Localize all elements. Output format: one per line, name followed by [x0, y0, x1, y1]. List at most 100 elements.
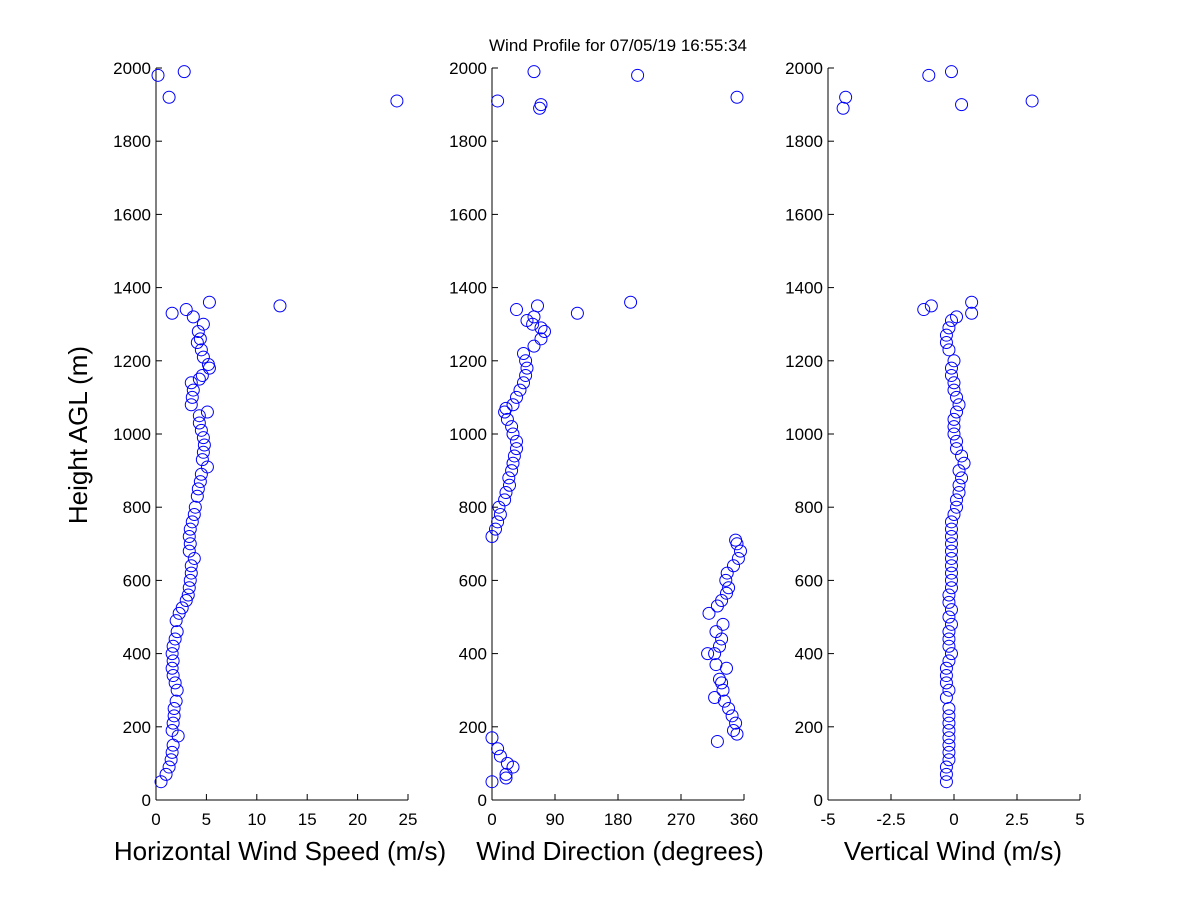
direction-data-point: [725, 709, 739, 723]
direction-data-point: [517, 376, 530, 390]
vertical-wind-y-tick-label: 1800: [785, 132, 823, 151]
direction-y-tick-label: 0: [478, 791, 487, 810]
vertical-wind-data-point: [944, 361, 958, 375]
direction-data-point: [730, 90, 744, 104]
vertical-wind-y-tick-label: 0: [814, 791, 823, 810]
vertical-wind-data-point: [942, 683, 956, 697]
speed-data-point: [183, 537, 197, 551]
vertical-wind-data-point: [939, 767, 953, 781]
direction-data-point: [505, 420, 519, 434]
direction-data-point: [631, 68, 645, 82]
direction-x-tick-label: 0: [487, 810, 496, 829]
speed-data-point: [154, 775, 168, 789]
vertical-wind-y-tick-label: 1600: [785, 205, 823, 224]
direction-y-tick-label: 1000: [449, 425, 487, 444]
direction-data-point: [499, 767, 513, 781]
direction-data-point: [499, 486, 513, 500]
speed-x-axis-label: Horizontal Wind Speed (m/s): [114, 836, 446, 866]
vertical-wind-data-point: [944, 559, 958, 573]
vertical-wind-data-point: [922, 68, 936, 82]
direction-data-point: [519, 354, 533, 368]
direction-data-point: [734, 544, 747, 558]
speed-data-point: [151, 68, 165, 82]
direction-x-tick-label: 360: [730, 810, 758, 829]
direction-data-point: [499, 401, 513, 415]
vertical-wind-data-point: [836, 101, 850, 115]
speed-data-point: [168, 676, 182, 690]
speed-y-tick-label: 600: [123, 571, 151, 590]
vertical-wind-data-point: [950, 310, 964, 324]
speed-x-tick-label: 20: [348, 810, 367, 829]
vertical-wind-data-point: [947, 508, 961, 522]
speed-data-point: [182, 529, 196, 543]
speed-data-point: [169, 694, 183, 708]
vertical-wind-data-point: [950, 500, 964, 514]
direction-data-point: [499, 771, 513, 785]
vertical-wind-data-point: [942, 625, 956, 639]
vertical-wind-data-point: [952, 486, 966, 500]
speed-data-point: [170, 683, 184, 697]
speed-data-point: [194, 423, 208, 437]
direction-data-point: [493, 508, 507, 522]
speed-data-point: [183, 573, 197, 587]
vertical-wind-data-point: [939, 760, 953, 774]
direction-data-point: [710, 599, 724, 613]
speed-data-point: [193, 332, 207, 346]
direction-data-point: [503, 478, 516, 492]
speed-data-point: [195, 453, 209, 467]
vertical-wind-data-point: [942, 753, 956, 767]
vertical-wind-data-point: [965, 306, 979, 320]
speed-data-point: [188, 500, 202, 514]
vertical-wind-data-point: [950, 493, 964, 507]
speed-x-tick-label: 0: [151, 810, 160, 829]
direction-data-point: [489, 522, 502, 536]
vertical-wind-data-point: [944, 368, 958, 382]
direction-data-point: [727, 723, 740, 737]
direction-data-point: [506, 398, 520, 412]
vertical-wind-data-point: [950, 405, 964, 419]
speed-data-point: [165, 745, 179, 759]
vertical-wind-data-point: [950, 434, 964, 448]
speed-y-tick-label: 800: [123, 498, 151, 517]
direction-data-point: [534, 321, 548, 335]
speed-data-point: [162, 760, 176, 774]
direction-data-point: [485, 775, 499, 789]
vertical-wind-data-point: [942, 632, 956, 646]
vertical-wind-data-point: [947, 354, 961, 368]
speed-data-point: [196, 317, 210, 331]
direction-data-point: [716, 617, 730, 631]
speed-data-point: [184, 566, 198, 580]
vertical-wind-data-point: [1025, 94, 1039, 108]
direction-y-tick-label: 600: [459, 571, 487, 590]
speed-data-point: [195, 368, 209, 382]
speed-data-point: [164, 753, 178, 767]
vertical-wind-data-point: [944, 647, 958, 661]
vertical-wind-data-point: [939, 336, 953, 349]
vertical-wind-data-point: [942, 588, 956, 602]
vertical-wind-data-point: [939, 669, 953, 683]
direction-x-tick-label: 90: [546, 810, 565, 829]
vertical-wind-data-point: [944, 573, 958, 587]
vertical-wind-data-point: [942, 745, 956, 759]
speed-data-point: [185, 390, 199, 404]
vertical-wind-data-point: [939, 328, 953, 342]
vertical-wind-x-tick-label: 0: [949, 810, 958, 829]
vertical-wind-data-point: [839, 90, 853, 104]
speed-y-tick-label: 1400: [113, 279, 151, 298]
direction-data-point: [520, 361, 534, 375]
vertical-wind-data-point: [942, 654, 956, 668]
direction-data-point: [709, 625, 723, 639]
speed-data-point: [169, 614, 183, 628]
direction-y-tick-label: 800: [459, 498, 487, 517]
speed-data-point: [193, 475, 207, 489]
vertical-wind-data-point: [955, 449, 969, 463]
direction-data-point: [527, 310, 541, 324]
direction-x-tick-label: 180: [604, 810, 632, 829]
direction-data-point: [538, 325, 551, 339]
vertical-wind-y-tick-label: 1400: [785, 279, 823, 298]
direction-data-point: [729, 716, 743, 730]
speed-data-point: [191, 482, 205, 496]
vertical-wind-data-point: [947, 420, 961, 434]
vertical-wind-data-point: [942, 595, 956, 609]
